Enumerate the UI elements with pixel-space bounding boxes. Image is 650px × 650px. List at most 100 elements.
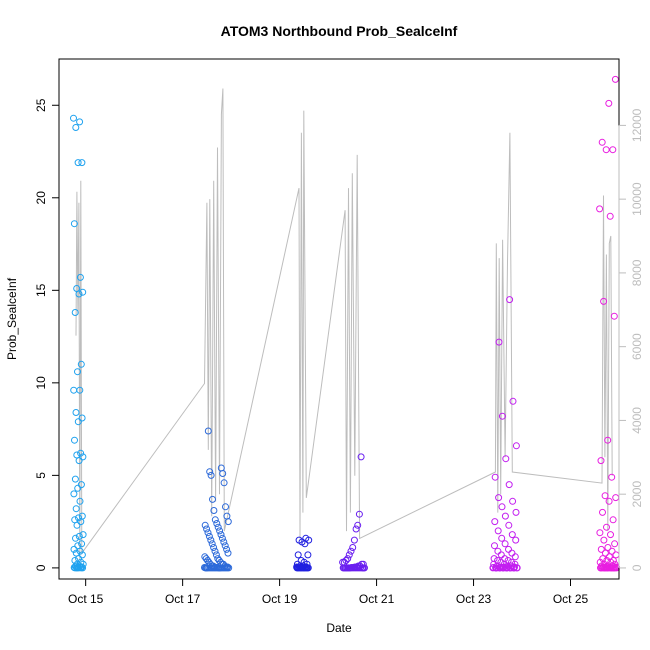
data-point: [221, 542, 229, 550]
data-point: [79, 531, 87, 539]
data-point: [209, 495, 216, 503]
data-point: [76, 386, 84, 394]
data-point: [73, 451, 81, 459]
data-point: [509, 397, 517, 405]
data-point: [509, 497, 517, 505]
data-point: [75, 532, 83, 540]
data-point: [76, 547, 84, 555]
x-tick-label: Oct 25: [553, 592, 589, 606]
data-point: [502, 564, 510, 572]
y-tick-label: 25: [34, 98, 48, 112]
data-point: [222, 503, 229, 511]
data-point: [71, 309, 79, 316]
data-point: [305, 536, 313, 544]
data-point: [511, 560, 519, 568]
y2-tick-label: 4000: [630, 407, 644, 434]
y2-tick-label: 2000: [630, 481, 644, 508]
data-point: [505, 481, 513, 489]
y-axis-right: 0 2000 4000 6000 8000 10000 12000: [618, 108, 644, 571]
data-point: [79, 453, 87, 461]
data-point: [513, 564, 521, 572]
data-point: [205, 532, 213, 540]
data-point: [71, 475, 79, 483]
data-point: [78, 540, 86, 548]
data-point: [220, 538, 228, 546]
data-point: [72, 534, 79, 542]
data-point: [354, 521, 362, 529]
data-point: [303, 564, 311, 572]
x-tick-label: Oct 15: [68, 592, 104, 606]
data-point: [607, 531, 614, 539]
data-point: [213, 520, 221, 527]
y-tick-label: 5: [34, 472, 48, 479]
data-point: [498, 503, 506, 511]
data-point: [347, 547, 355, 555]
data-point: [77, 481, 85, 489]
data-point: [611, 75, 619, 83]
x-axis: Oct 15 Oct 17 Oct 19 Oct 21 Oct 23 Oct 25: [68, 578, 589, 606]
data-point: [78, 551, 86, 559]
data-point: [208, 540, 216, 548]
data-point: [203, 525, 211, 533]
data-point: [502, 455, 510, 463]
data-point: [506, 296, 514, 304]
data-point: [77, 360, 85, 368]
data-point: [596, 529, 604, 537]
data-point: [79, 288, 87, 296]
data-point: [605, 99, 613, 107]
data-point: [511, 553, 519, 561]
data-point: [609, 146, 617, 154]
data-point: [495, 338, 503, 346]
data-point: [608, 473, 616, 481]
data-point: [76, 497, 84, 505]
data-point: [78, 159, 86, 167]
data-point: [74, 484, 82, 492]
data-point: [612, 494, 620, 502]
data-point: [602, 146, 610, 154]
data-point: [74, 368, 81, 376]
data-point: [73, 564, 81, 572]
data-point: [499, 564, 507, 572]
data-point: [72, 505, 80, 513]
data-point: [491, 473, 499, 481]
secondary-line-layer: [75, 88, 613, 561]
x-tick-label: Oct 17: [165, 592, 201, 606]
data-point: [219, 470, 227, 477]
data-point: [494, 527, 502, 535]
data-point: [70, 490, 78, 498]
data-point: [601, 549, 609, 557]
data-point: [359, 564, 367, 572]
data-point: [74, 159, 82, 167]
data-point: [598, 138, 606, 146]
data-point: [498, 534, 506, 542]
data-point: [76, 118, 84, 126]
data-point: [491, 518, 499, 526]
data-point: [508, 549, 516, 557]
data-point: [224, 549, 232, 557]
data-point: [206, 468, 214, 476]
data-point: [601, 564, 609, 572]
data-point: [596, 205, 604, 213]
data-point: [601, 492, 609, 500]
data-point: [211, 516, 219, 524]
data-point: [203, 564, 211, 572]
y-axis-left: 0 5 10 15 20 25: [34, 98, 60, 571]
data-point: [217, 531, 225, 539]
data-point: [497, 551, 505, 559]
data-point: [506, 564, 514, 572]
data-point: [74, 418, 82, 426]
data-point: [498, 412, 506, 420]
plot-frame: [58, 58, 620, 580]
y2-tick-label: 0: [630, 564, 644, 571]
data-point: [512, 442, 520, 450]
y2-tick-label: 10000: [630, 182, 644, 216]
x-tick-label: Oct 21: [359, 592, 395, 606]
data-point: [608, 547, 616, 555]
y-axis-label: Prob_SealceInf: [5, 277, 19, 360]
data-point: [294, 551, 302, 559]
data-point: [72, 409, 80, 416]
data-point: [491, 542, 498, 550]
data-point: [204, 427, 212, 435]
data-point: [512, 508, 520, 516]
data-point: [70, 386, 78, 394]
